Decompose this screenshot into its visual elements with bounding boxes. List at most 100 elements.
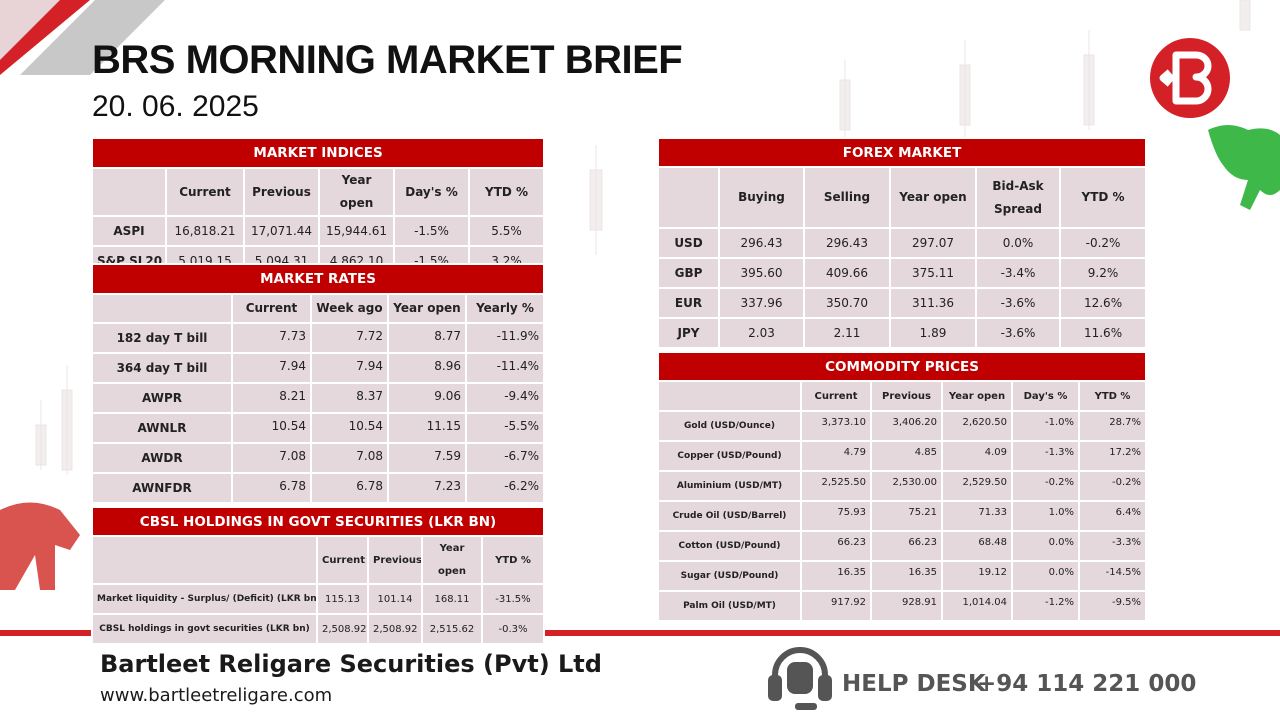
helpdesk-label: HELP DESK [842, 671, 986, 697]
data-row: Aluminium (USD/MT) 2,525.50 2,530.00 2,529.… [657, 470, 1148, 502]
value-cell: 7.94 [310, 352, 389, 384]
row-label: JPY [657, 317, 720, 349]
value-cell: -9.4% [464, 382, 546, 414]
value-cell: 2,508.92 [367, 613, 423, 645]
value-cell: 0.0% [1011, 530, 1080, 562]
value-cell: 6.78 [231, 472, 312, 504]
row-label: Copper (USD/Pound) [657, 440, 802, 472]
value-cell: -3.4% [975, 257, 1061, 289]
data-row: EUR 337.96 350.70 311.36 -3.6% 12.6% [657, 287, 1148, 319]
column-header: YTD % [1077, 380, 1148, 412]
value-cell: 8.37 [310, 382, 389, 414]
column-header: YTD % [481, 535, 545, 585]
value-cell: 4.09 [941, 440, 1013, 472]
value-cell: 2.11 [803, 317, 891, 349]
row-label: Crude Oil (USD/Barrel) [657, 500, 802, 532]
value-cell: 15,944.61 [318, 215, 395, 247]
value-cell: 3,406.20 [870, 410, 943, 442]
value-cell: 11.6% [1058, 317, 1148, 349]
value-cell: 2,508.92 [316, 613, 369, 645]
value-cell: -3.6% [975, 287, 1061, 319]
row-label: Sugar (USD/Pound) [657, 560, 802, 592]
value-cell: 7.08 [310, 442, 389, 474]
value-cell: 16,818.21 [165, 215, 245, 247]
value-cell: 71.33 [941, 500, 1013, 532]
header-cell [657, 166, 720, 229]
data-row: 364 day T bill 7.94 7.94 8.96 -11.4% [91, 352, 546, 384]
value-cell: 2,529.50 [941, 470, 1013, 502]
value-cell: 3,373.10 [800, 410, 872, 442]
value-cell: 2.03 [718, 317, 805, 349]
value-cell: 7.72 [310, 322, 389, 354]
value-cell: 409.66 [803, 257, 891, 289]
column-header: Previous [243, 167, 320, 217]
value-cell: -11.9% [464, 322, 546, 354]
value-cell: 337.96 [718, 287, 805, 319]
data-row: Crude Oil (USD/Barrel) 75.93 75.21 71.33 1.0… [657, 500, 1148, 532]
value-cell: -1.0% [1011, 410, 1080, 442]
value-cell: 17,071.44 [243, 215, 320, 247]
data-table: FOREX MARKET Buying Selling Year open Bid-As… [656, 137, 1148, 349]
value-cell: 10.54 [310, 412, 389, 444]
column-header: Year open [941, 380, 1013, 412]
value-cell: 12.6% [1058, 287, 1148, 319]
row-label: Cotton (USD/Pound) [657, 530, 802, 562]
title-row: CBSL HOLDINGS IN GOVT SECURITIES (LKR BN… [91, 506, 545, 537]
header-cell [657, 380, 802, 412]
value-cell: -9.5% [1077, 590, 1148, 622]
value-cell: -1.3% [1011, 440, 1080, 472]
value-cell: 2,515.62 [421, 613, 483, 645]
column-header: Year open [387, 293, 467, 324]
value-cell: 28.7% [1077, 410, 1148, 442]
value-cell: 7.23 [387, 472, 467, 504]
value-cell: 296.43 [718, 227, 805, 259]
value-cell: 350.70 [803, 287, 891, 319]
value-cell: 4.79 [800, 440, 872, 472]
value-cell: 6.4% [1077, 500, 1148, 532]
value-cell: -3.6% [975, 317, 1061, 349]
column-header: Previous [367, 535, 423, 585]
value-cell: 7.94 [231, 352, 312, 384]
value-cell: 2,525.50 [800, 470, 872, 502]
value-cell: 297.07 [889, 227, 977, 259]
value-cell: 0.0% [975, 227, 1061, 259]
column-header: Selling [803, 166, 891, 229]
value-cell: -0.3% [481, 613, 545, 645]
header-cell [91, 535, 318, 585]
column-header: YTD % [467, 167, 546, 217]
phone: +94 114 221 000 [977, 671, 1197, 697]
value-cell: -0.2% [1011, 470, 1080, 502]
column-header: Day's % [393, 167, 470, 217]
data-row: Gold (USD/Ounce) 3,373.10 3,406.20 2,620.50… [657, 410, 1148, 442]
column-header: Current [800, 380, 872, 412]
column-header: Day's % [1011, 380, 1080, 412]
value-cell: 1.0% [1011, 500, 1080, 532]
value-cell: 5.5% [467, 215, 546, 247]
value-cell: 168.11 [421, 583, 483, 615]
row-label: Gold (USD/Ounce) [657, 410, 802, 442]
value-cell: -11.4% [464, 352, 546, 384]
value-cell: 928.91 [870, 590, 943, 622]
table-title: FOREX MARKET [656, 137, 1148, 168]
data-row: AWNFDR 6.78 6.78 7.23 -6.2% [91, 472, 546, 504]
row-label: CBSL holdings in govt securities (LKR bn… [91, 613, 318, 645]
column-header: YTD % [1058, 166, 1148, 229]
value-cell: -5.5% [464, 412, 546, 444]
data-row: AWDR 7.08 7.08 7.59 -6.7% [91, 442, 546, 474]
header-cell [91, 167, 167, 217]
row-label: AWPR [91, 382, 233, 414]
title: BRS MORNING MARKET BRIEF [92, 38, 683, 82]
header-cell [91, 293, 233, 324]
row-label: ASPI [91, 215, 167, 247]
table-title: MARKET RATES [90, 263, 546, 295]
data-table: MARKET INDICES Current Previous Year open Da… [90, 137, 546, 277]
data-row: Palm Oil (USD/MT) 917.92 928.91 1,014.04 -1.… [657, 590, 1148, 622]
value-cell: 101.14 [367, 583, 423, 615]
row-label: USD [657, 227, 720, 259]
data-row: ASPI 16,818.21 17,071.44 15,944.61 -1.5% 5.5% [91, 215, 546, 247]
row-label: Palm Oil (USD/MT) [657, 590, 802, 622]
value-cell: 311.36 [889, 287, 977, 319]
value-cell: 2,620.50 [941, 410, 1013, 442]
